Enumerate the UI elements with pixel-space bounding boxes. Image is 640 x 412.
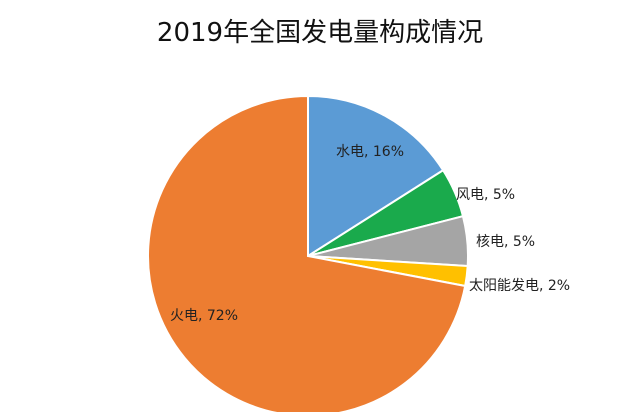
pie-slice-1 xyxy=(307,94,445,258)
pie-label-4: 太阳能发电, 2% xyxy=(469,278,570,294)
pie-label-1: 水电, 16% xyxy=(336,144,404,160)
pie-slice-5 xyxy=(147,94,467,412)
chart-title: 2019年全国发电量构成情况 xyxy=(156,18,484,48)
pie-label-2: 风电, 5% xyxy=(456,187,515,203)
pie-label-3: 核电, 5% xyxy=(476,234,535,250)
pie-label-5: 火电, 72% xyxy=(170,308,238,324)
